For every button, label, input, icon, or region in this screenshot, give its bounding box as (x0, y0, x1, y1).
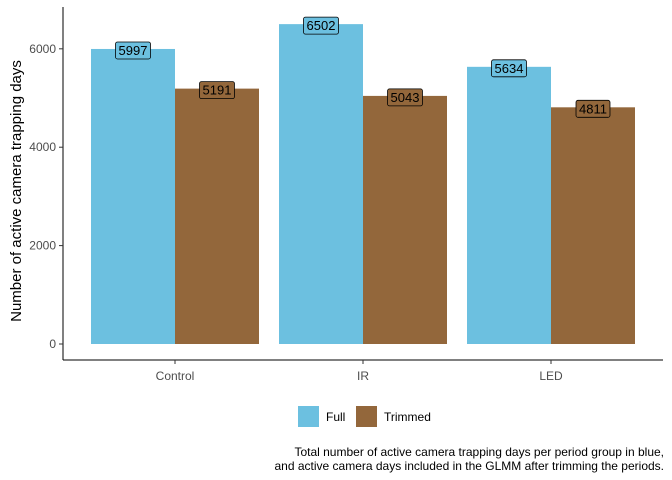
data-label: 5191 (203, 83, 232, 98)
data-label-box (303, 16, 339, 35)
bar-trimmed-ir (363, 95, 447, 344)
y-tick-label: 6000 (29, 42, 56, 56)
bar-full-ir (279, 24, 363, 345)
data-label-box (491, 59, 527, 78)
bar-trimmed-control (175, 88, 259, 345)
data-labels-group: 5997 6502 5634 5191 5043 4811 (115, 16, 611, 118)
data-label-box (199, 81, 235, 100)
legend-label-full: Full (326, 410, 345, 424)
data-label: 5043 (391, 90, 420, 105)
bar-full-control (91, 48, 175, 344)
data-label-box (575, 99, 611, 118)
bar-trimmed-led (551, 107, 635, 345)
legend-label-trimmed: Trimmed (384, 410, 431, 424)
bar-full-led (467, 66, 551, 345)
data-label-box (115, 41, 151, 60)
y-tick-label: 2000 (29, 239, 56, 253)
bars-group (91, 24, 635, 345)
caption-line: and active camera days included in the G… (274, 459, 664, 473)
data-label: 4811 (579, 101, 607, 116)
y-axis-title: Number of active camera trapping days (8, 60, 25, 322)
data-label: 5997 (119, 43, 148, 58)
caption-line: Total number of active camera trapping d… (294, 445, 664, 459)
y-tick-label: 0 (49, 337, 56, 351)
x-tick-label: Control (156, 369, 195, 383)
data-label: 6502 (307, 18, 336, 33)
y-tick-label: 4000 (29, 140, 56, 154)
caption: Total number of active camera trapping d… (274, 445, 664, 473)
x-tick-label: LED (539, 369, 563, 383)
x-tick-label: IR (357, 369, 369, 383)
data-label-box (387, 88, 423, 107)
legend-swatch-trimmed (356, 406, 377, 427)
legend: Full Trimmed (298, 406, 431, 427)
data-label: 5634 (495, 61, 524, 76)
legend-swatch-full (298, 406, 319, 427)
axes-group: 0 2000 4000 6000 Control IR LED (29, 7, 663, 383)
